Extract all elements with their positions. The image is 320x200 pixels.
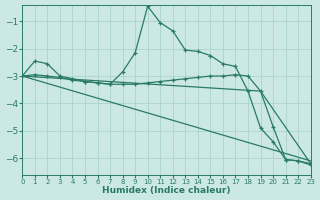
- X-axis label: Humidex (Indice chaleur): Humidex (Indice chaleur): [102, 186, 231, 195]
